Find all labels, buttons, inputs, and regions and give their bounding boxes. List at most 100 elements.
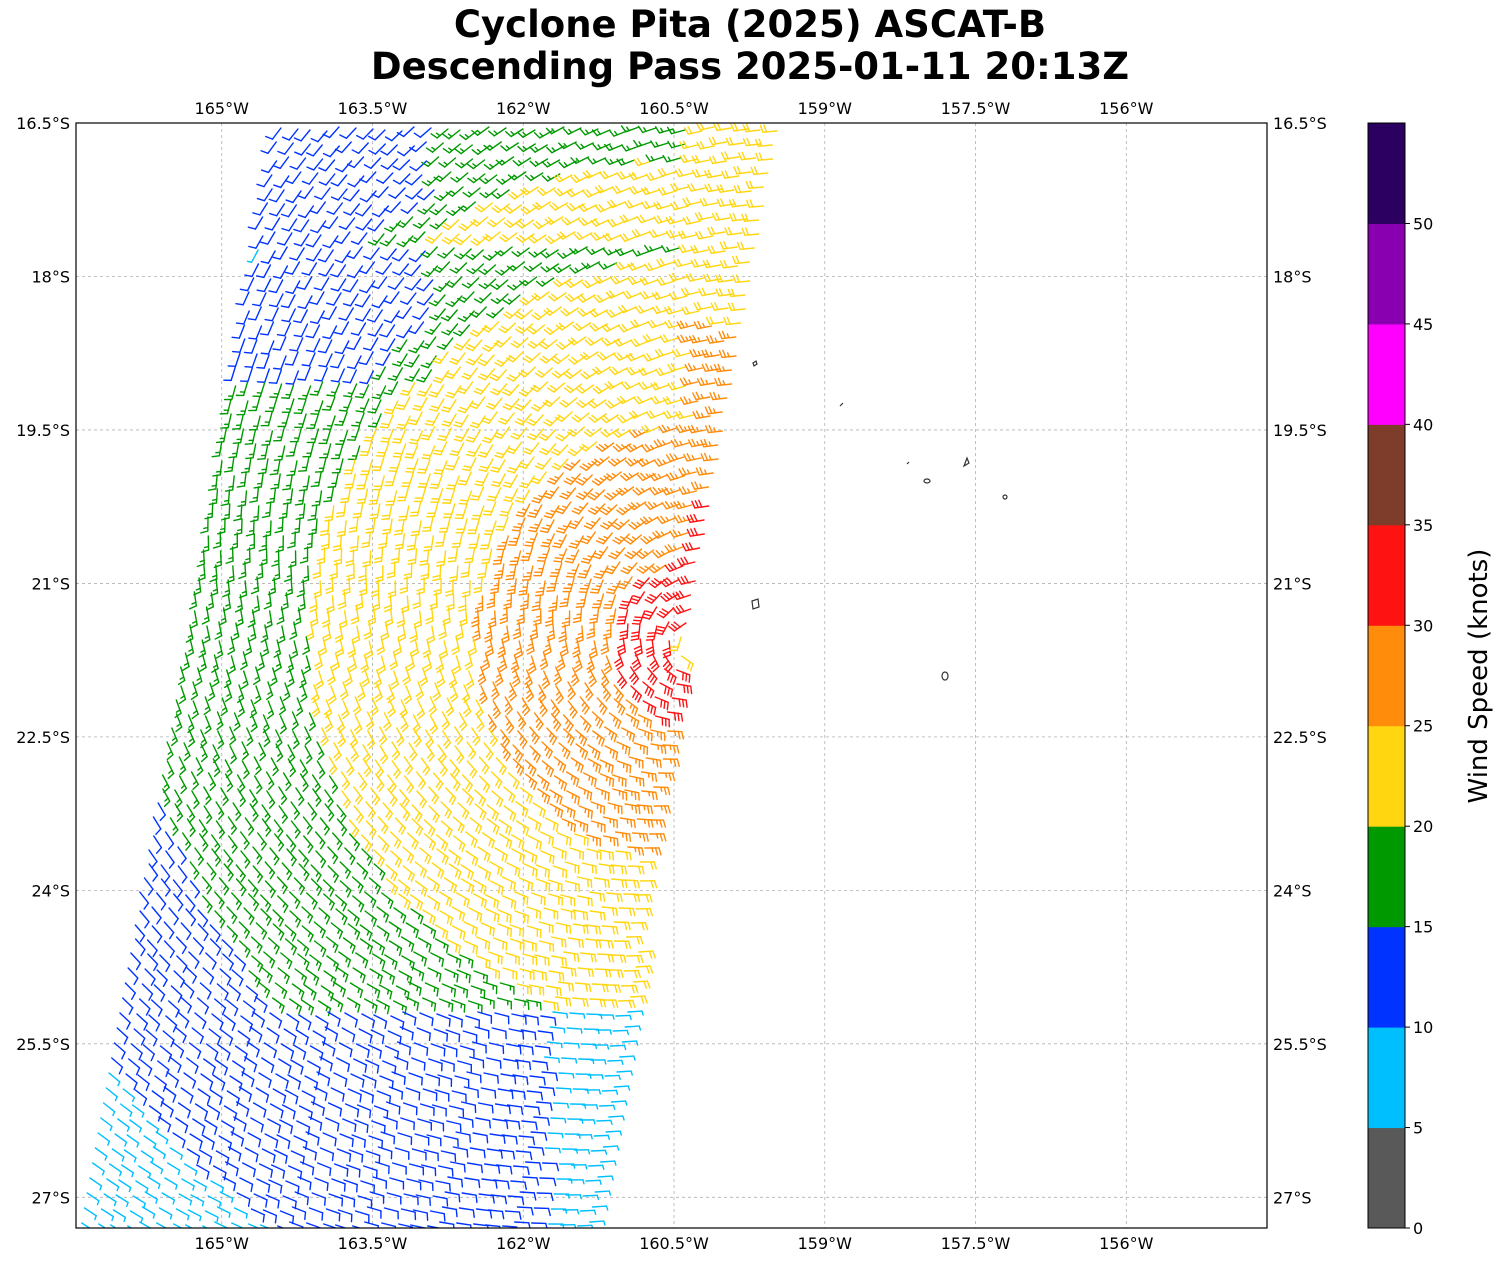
- wind-barb: [297, 205, 315, 219]
- wind-barb-flag: [578, 219, 585, 227]
- wind-barb-flag: [724, 227, 729, 236]
- wind-barb-flag: [393, 533, 403, 536]
- wind-barb-flag: [578, 205, 585, 212]
- wind-barb: [273, 175, 290, 189]
- wind-barb-staff: [228, 503, 231, 519]
- wind-barb-staff: [743, 219, 760, 223]
- wind-barb-flag: [605, 622, 614, 625]
- wind-barb-flag: [530, 235, 538, 242]
- wind-barb-staff: [402, 126, 415, 138]
- wind-barb-staff: [637, 141, 652, 148]
- wind-barb-flag: [647, 262, 654, 271]
- wind-barb-staff: [280, 175, 290, 189]
- wind-barb: [684, 126, 703, 135]
- wind-barb-flag: [518, 234, 526, 241]
- wind-barb-flag: [674, 169, 680, 178]
- wind-barb: [644, 262, 664, 272]
- wind-barb-half-flag: [294, 527, 301, 530]
- wind-barb-flag: [321, 225, 331, 230]
- wind-barb: [545, 126, 565, 135]
- wind-barb: [264, 217, 281, 231]
- wind-barb-staff: [645, 189, 660, 196]
- wind-barb: [637, 125, 657, 134]
- wind-barb-flag: [282, 488, 291, 491]
- wind-barb-flag: [276, 242, 286, 246]
- wind-barb-flag: [598, 185, 605, 192]
- wind-barb: [691, 155, 711, 164]
- wind-barb-flag: [243, 351, 253, 354]
- wind-barb-half-flag: [438, 175, 444, 180]
- wind-barb-staff: [699, 145, 715, 150]
- wind-barb-flag: [410, 534, 420, 537]
- wind-barb: [486, 217, 506, 228]
- wind-barb: [607, 218, 627, 228]
- wind-barb: [491, 189, 510, 199]
- wind-barb-flag: [482, 513, 492, 516]
- wind-barb-flag: [309, 393, 319, 396]
- wind-barb: [711, 212, 731, 221]
- wind-barb-flag: [354, 212, 364, 217]
- wind-barb: [330, 174, 348, 187]
- wind-barb: [314, 187, 331, 200]
- wind-barb: [247, 216, 264, 230]
- wind-barb-staff: [723, 156, 740, 160]
- wind-barb-staff: [734, 261, 751, 265]
- wind-barb-half-flag: [203, 526, 209, 530]
- wind-barb-half-flag: [471, 268, 477, 272]
- wind-barb-staff: [661, 190, 677, 196]
- wind-barb-half-flag: [223, 499, 230, 502]
- wind-barb-flag: [573, 174, 581, 182]
- wind-barb: [380, 144, 398, 156]
- wind-barb: [516, 129, 536, 138]
- wind-barb-staff: [463, 201, 477, 212]
- wind-barb-half-flag: [434, 209, 440, 213]
- wind-barb-flag: [454, 148, 462, 155]
- wind-barb-staff: [510, 128, 524, 138]
- wind-barb-flag: [644, 186, 650, 195]
- wind-barb-flag: [598, 204, 605, 212]
- wind-barb: [611, 185, 631, 194]
- wind-barb-staff: [307, 565, 310, 581]
- wind-barb-staff: [698, 235, 714, 240]
- wind-barb-flag: [334, 240, 343, 245]
- wind-barb: [330, 188, 348, 201]
- wind-barb: [281, 128, 299, 141]
- wind-barb: [707, 245, 726, 255]
- wind-barb-half-flag: [667, 156, 672, 162]
- wind-barb-flag: [512, 160, 520, 167]
- wind-barb-half-flag: [224, 513, 230, 516]
- wind-barb-staff: [259, 202, 269, 216]
- wind-barb-flag: [602, 234, 609, 242]
- wind-barb-staff: [534, 144, 548, 153]
- wind-barb: [446, 205, 465, 217]
- wind-barb-flag: [470, 240, 478, 246]
- wind-barb-flag: [644, 200, 651, 209]
- wind-barb: [375, 262, 393, 275]
- wind-barb-flag: [599, 172, 606, 180]
- wind-barb-flag: [310, 485, 320, 488]
- wind-barb-half-flag: [372, 239, 378, 243]
- wind-barb: [515, 219, 535, 229]
- wind-barb-flag: [730, 123, 735, 132]
- wind-barb-flag: [659, 258, 666, 266]
- wind-barb: [395, 216, 414, 229]
- wind-barb: [582, 170, 602, 179]
- wind-barb-flag: [552, 202, 559, 209]
- wind-barb-half-flag: [401, 222, 407, 226]
- wind-barb: [388, 187, 406, 199]
- wind-barb-flag: [286, 474, 295, 477]
- wind-barb-flag: [545, 127, 553, 135]
- wind-barb-staff: [739, 247, 755, 251]
- wind-barb-flag: [284, 363, 294, 366]
- wind-barb-flag: [746, 123, 751, 132]
- wind-barb-staff: [674, 205, 690, 211]
- wind-barb-staff: [431, 232, 443, 244]
- wind-barb-flag: [334, 148, 343, 154]
- wind-barb: [677, 230, 697, 240]
- wind-barb-half-flag: [551, 128, 556, 133]
- wind-barb-flag: [433, 472, 443, 475]
- wind-barb-flag: [359, 178, 368, 184]
- wind-barb-flag: [645, 173, 652, 181]
- wind-barb-staff: [257, 505, 260, 521]
- wind-barb-half-flag: [471, 254, 477, 258]
